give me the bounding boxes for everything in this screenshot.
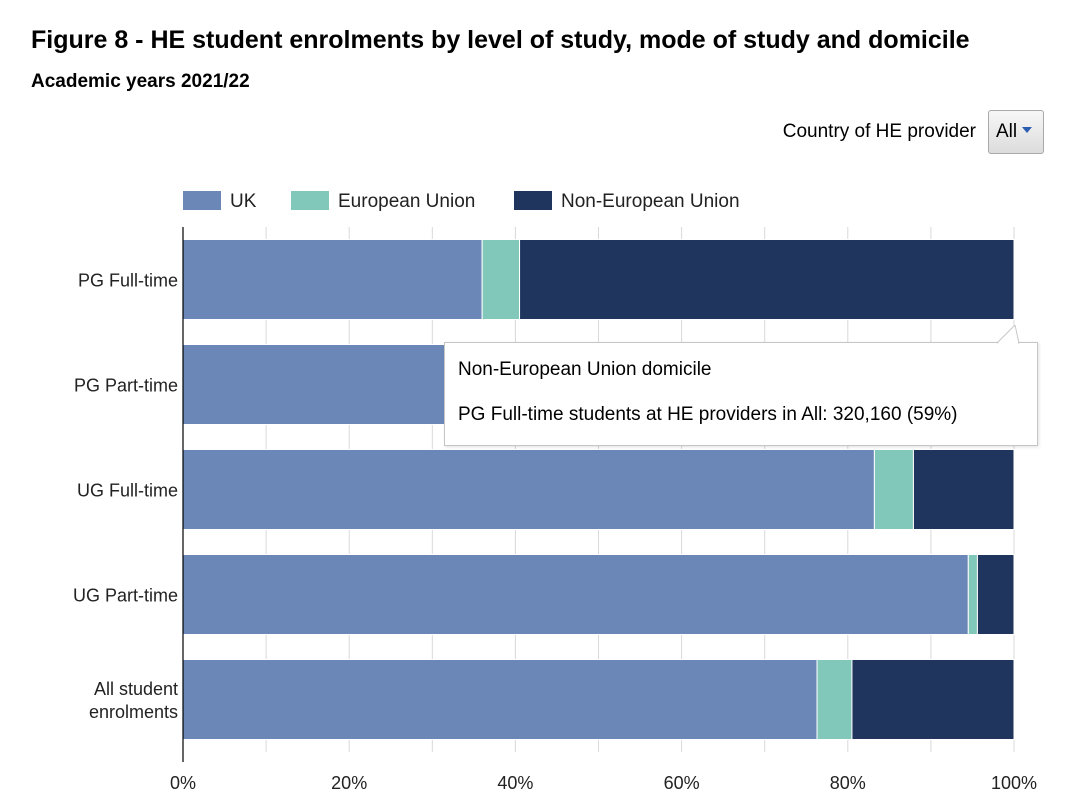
bar-segment — [182, 449, 875, 530]
category-label: UG Part-time — [73, 586, 178, 606]
legend-label-3: Non-European Union — [561, 191, 740, 212]
bar-segment — [481, 239, 521, 320]
legend-swatch-2 — [291, 191, 329, 210]
legend-swatch-1 — [183, 191, 221, 210]
category-label: PG Full-time — [78, 271, 178, 291]
x-tick-label: 20% — [331, 773, 367, 793]
bar-segment — [816, 659, 853, 740]
bar-segment — [851, 659, 1015, 740]
enrolments-chart: UK European Union Non-European Union PG Ful… — [73, 191, 1037, 793]
x-tick-label: 100% — [991, 773, 1037, 793]
bar-segment — [519, 239, 1015, 320]
bar-segment — [976, 554, 1015, 635]
legend-swatch-3 — [514, 191, 552, 210]
legend-label-2: European Union — [338, 191, 475, 212]
x-tick-label: 0% — [170, 773, 196, 793]
chart-tooltip: Non-European Union domicile PG Full-time… — [444, 325, 1038, 446]
country-filter: Country of HE provider All — [783, 110, 1044, 154]
country-select[interactable]: All — [988, 110, 1044, 154]
bar-segment — [182, 554, 969, 635]
bar-segment — [873, 449, 914, 530]
country-select-value: All — [996, 121, 1018, 142]
chevron-down-icon — [1022, 127, 1033, 133]
tooltip-title: Non-European Union domicile — [458, 359, 712, 380]
category-label: All student — [94, 679, 178, 699]
page-title: Figure 8 - HE student enrolments by leve… — [31, 26, 970, 54]
x-tick-label: 60% — [664, 773, 700, 793]
bar-segment — [912, 449, 1015, 530]
country-filter-label: Country of HE provider — [782, 121, 976, 142]
tooltip-pointer — [997, 325, 1020, 344]
x-tick-label: 40% — [497, 773, 533, 793]
tooltip-body: PG Full-time students at HE providers in… — [458, 404, 958, 425]
bar-segment — [182, 659, 818, 740]
legend-label-1: UK — [230, 191, 257, 212]
page-subtitle: Academic years 2021/22 — [31, 71, 250, 92]
category-label: PG Part-time — [74, 376, 178, 396]
category-label: UG Full-time — [77, 481, 178, 501]
category-label: enrolments — [89, 702, 178, 722]
x-tick-label: 80% — [830, 773, 866, 793]
bar-segment — [182, 239, 483, 320]
bar-segment — [967, 554, 978, 635]
